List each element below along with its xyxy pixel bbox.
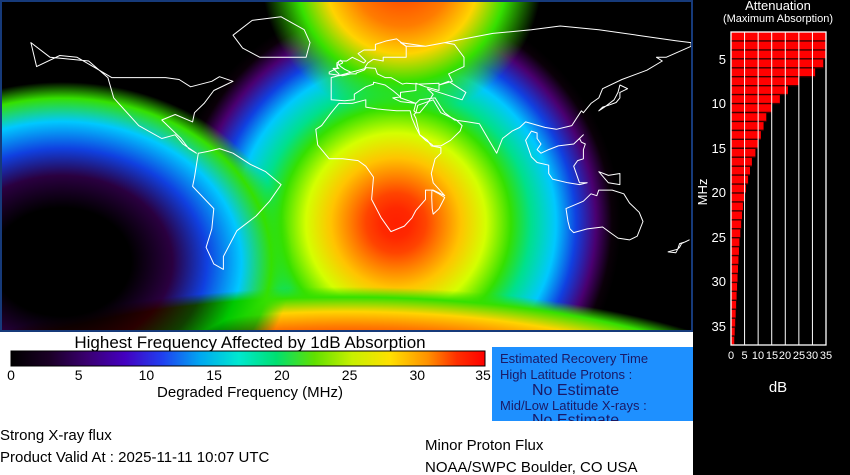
svg-text:20: 20 [274,367,290,383]
svg-text:30: 30 [410,367,426,383]
svg-text:(Maximum Absorption): (Maximum Absorption) [723,13,833,25]
svg-text:10: 10 [712,96,726,111]
svg-text:5: 5 [741,350,747,362]
svg-text:10: 10 [752,350,764,362]
svg-text:15: 15 [206,367,222,383]
svg-text:Degraded Frequency (MHz): Degraded Frequency (MHz) [157,384,343,401]
svg-text:Strong X-ray flux: Strong X-ray flux [0,427,112,444]
svg-text:High Latitude Protons :: High Latitude Protons : [500,367,632,382]
svg-text:Attenuation: Attenuation [745,0,811,13]
svg-text:5: 5 [75,367,83,383]
svg-text:35: 35 [712,319,726,334]
svg-text:NOAA/SWPC Boulder, CO USA: NOAA/SWPC Boulder, CO USA [425,459,638,475]
svg-text:25: 25 [793,350,805,362]
svg-text:35: 35 [475,367,491,383]
svg-text:20: 20 [779,350,791,362]
svg-text:25: 25 [342,367,358,383]
svg-text:5: 5 [719,52,726,67]
svg-text:15: 15 [766,350,778,362]
svg-text:No Estimate: No Estimate [532,382,619,399]
svg-text:10: 10 [139,367,155,383]
svg-text:0: 0 [7,367,15,383]
svg-text:No Estimate: No Estimate [532,412,619,421]
svg-text:15: 15 [712,141,726,156]
svg-text:Product Valid At : 2025-11-11: Product Valid At : 2025-11-11 10:07 UTC [0,449,269,466]
svg-text:30: 30 [806,350,818,362]
svg-text:20: 20 [712,185,726,200]
svg-text:Estimated Recovery Time: Estimated Recovery Time [500,351,648,366]
svg-text:dB: dB [769,379,787,396]
svg-text:Minor Proton Flux: Minor Proton Flux [425,437,544,454]
svg-text:35: 35 [820,350,832,362]
svg-text:30: 30 [712,274,726,289]
svg-text:MHz: MHz [695,179,710,206]
svg-text:Mid/Low Latitude X-rays :: Mid/Low Latitude X-rays : [500,398,647,413]
svg-text:25: 25 [712,230,726,245]
svg-text:0: 0 [728,350,734,362]
svg-text:Highest Frequency Affected by: Highest Frequency Affected by 1dB Absorp… [74,333,425,352]
